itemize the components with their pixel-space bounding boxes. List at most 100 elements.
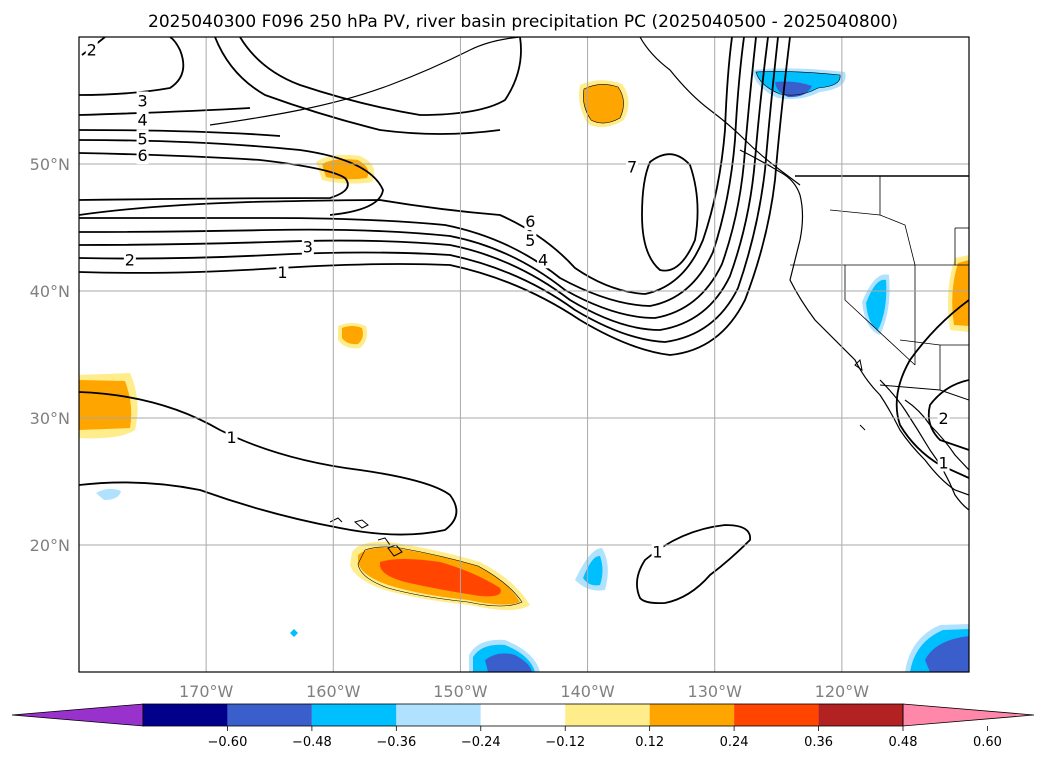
coast-alaska-panhandle: [639, 37, 801, 186]
pv-contour-label: 1: [277, 263, 287, 282]
colorbar-frame: [142, 703, 904, 727]
pv-contour-5-north: [79, 129, 281, 137]
contour-label-bg: [85, 40, 98, 59]
colorbar-segment: [565, 704, 650, 726]
outline-55n: [583, 84, 624, 124]
colorbar-segment: [396, 704, 481, 726]
map-background: [79, 37, 969, 672]
pv-contour-label: 6: [525, 212, 535, 231]
border-id-mt: [879, 176, 916, 266]
precip-blob-hawaii-red: [380, 559, 501, 597]
pv-contour-label: 3: [303, 238, 313, 257]
pv-contour-1-east-closed: [636, 524, 751, 605]
contour-label-bg: [136, 110, 149, 129]
pv-contour-6-north-loop: [79, 152, 349, 201]
contour-label-bg: [136, 91, 149, 110]
colorbar-tick-label: −0.24: [461, 735, 501, 750]
island-guadalupe: [859, 424, 866, 431]
contour-label-bg: [136, 129, 149, 148]
precip-blob-nevada-cyan: [866, 279, 887, 330]
colorbar-tick-label: −0.48: [292, 735, 332, 750]
lon-tick-label: 130°W: [688, 682, 743, 701]
pv-contour-label: 2: [87, 41, 97, 60]
lon-tick-label: 120°W: [815, 682, 870, 701]
contour-label-bg: [225, 428, 238, 447]
colorbar: −0.60 −0.48 −0.36 −0.24 −0.12 0.12 0.24 0.36 0.4…: [11, 703, 1035, 750]
pv-contour-3-arc: [239, 37, 522, 116]
contour-label-bg: [937, 453, 950, 472]
pv-contour-label: 1: [226, 428, 236, 447]
pv-contour-label: 2: [938, 409, 948, 428]
map-title: 2025040300 F096 250 hPa PV, river basin …: [148, 12, 898, 32]
precip-blob-55n-orange: [583, 84, 624, 124]
pv-contour-6-west: [79, 139, 384, 216]
pv-contour-3-north: [79, 37, 185, 96]
colorbar-extend-high: [902, 703, 1035, 727]
pv-contour-6-lower: [79, 37, 733, 295]
pv-contour-7-closed: [641, 153, 699, 272]
lon-tick-label: 150°W: [433, 682, 488, 701]
island-channel: [854, 358, 863, 372]
outline-hawaii: [357, 546, 523, 607]
colorbar-segment: [227, 704, 312, 726]
outline-bc: [755, 71, 841, 96]
island-oahu: [353, 519, 369, 529]
pv-contour-label: 4: [137, 111, 147, 130]
pv-contour-4-north: [79, 107, 251, 116]
colorbar-tick-label: 0.60: [973, 735, 1002, 750]
pv-contour-4-lower: [79, 37, 757, 319]
border-ca-nv: [844, 265, 916, 366]
contour-label-bg: [301, 237, 314, 256]
colorbar-extend-low: [11, 703, 144, 727]
border-wa-or: [829, 209, 881, 216]
lat-tick-label: 30°N: [30, 409, 70, 428]
lon-tick-label: 160°W: [306, 682, 361, 701]
longitude-tick-labels: 170°W 160°W 150°W 140°W 130°W 120°W: [179, 682, 869, 701]
island-kauai: [329, 517, 343, 523]
pv-contour-2-mexico: [927, 379, 969, 451]
pv-contour-1-mexico: [895, 299, 969, 479]
latitude-tick-labels: 20°N 30°N 40°N 50°N: [30, 155, 70, 555]
pv-contour-3-lower: [79, 37, 769, 331]
contour-label-bg: [937, 409, 950, 427]
pv-contour-label: 1: [938, 453, 948, 472]
pv-contour-label: 5: [525, 231, 535, 250]
contour-label-bg: [136, 146, 149, 165]
contour-label-bg: [537, 250, 550, 269]
colorbar-segment: [311, 704, 397, 726]
colorbar-tick-label: 0.24: [720, 735, 749, 750]
pv-contour-label: 7: [627, 158, 637, 177]
precip-blob-small-dot: [290, 629, 298, 637]
colorbar-segment: [734, 704, 819, 726]
colorbar-tick-label: −0.36: [376, 735, 416, 750]
contour-label-bg: [626, 157, 639, 176]
graticule: [79, 37, 969, 672]
pv-contour-5-lower: [79, 37, 745, 307]
island-big-island: [387, 544, 403, 557]
pv-contour-label: 5: [137, 130, 147, 149]
precip-blob-37n-orange: [342, 326, 363, 345]
colorbar-segment: [649, 704, 735, 726]
lon-tick-label: 170°W: [179, 682, 234, 701]
precip-blob-southeast-blue: [925, 636, 969, 672]
coast-alaska-southern: [209, 37, 521, 126]
coast-baja: [879, 379, 969, 511]
islands: [329, 358, 866, 557]
map-frame: [78, 36, 970, 673]
colorbar-tick-label: 0.36: [804, 735, 833, 750]
colorbar-segment: [480, 704, 566, 726]
colorbar-segment: [143, 704, 228, 726]
precip-blob-24n-light: [96, 488, 121, 500]
island-molokai: [377, 537, 391, 546]
lon-tick-label: 140°W: [560, 682, 615, 701]
coast-pacific-northwest: [739, 149, 969, 496]
colorbar-segment: [818, 704, 903, 726]
contour-label-bg: [123, 250, 136, 269]
contour-label-bg: [651, 542, 664, 561]
pv-contour-label: 4: [538, 250, 548, 269]
precip-outlines: [357, 71, 841, 607]
contour-label-bg: [524, 231, 537, 250]
